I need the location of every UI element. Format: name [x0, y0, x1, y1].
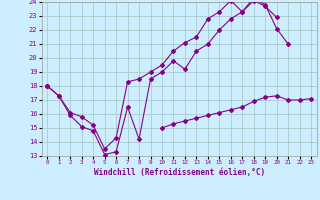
X-axis label: Windchill (Refroidissement éolien,°C): Windchill (Refroidissement éolien,°C) [94, 168, 265, 177]
